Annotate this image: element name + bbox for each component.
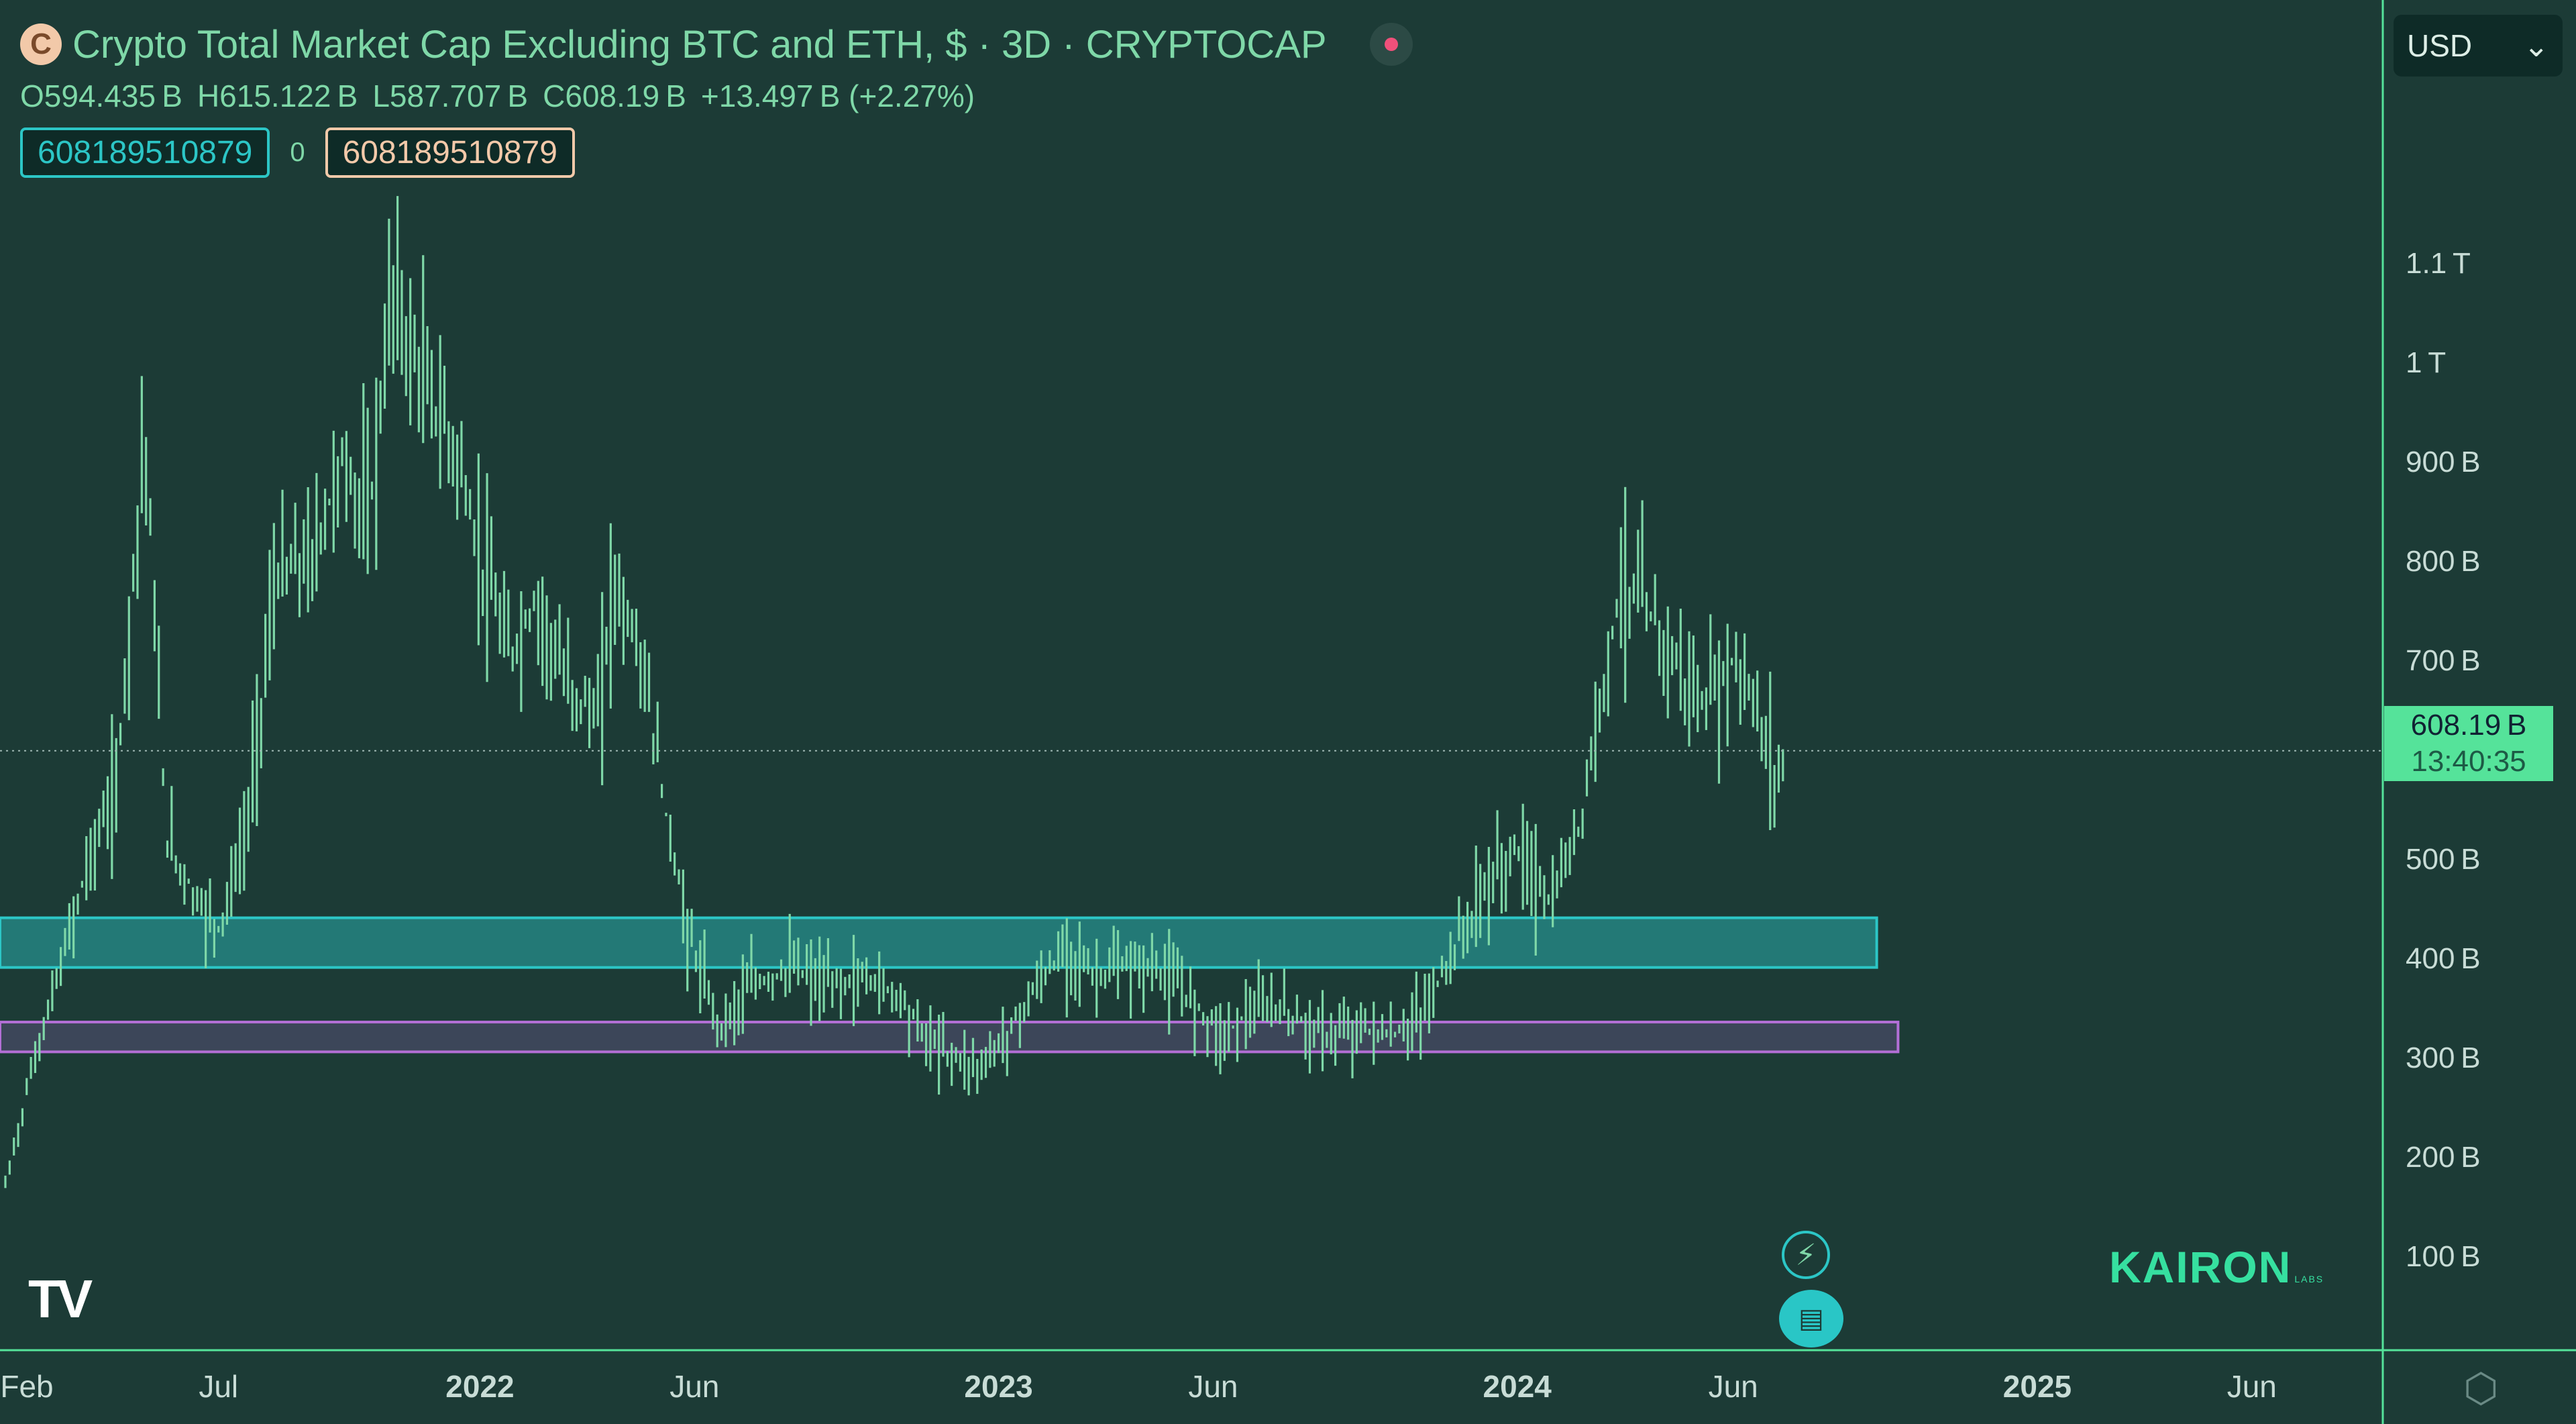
- y-tick-label: 1.1 T: [2406, 247, 2471, 280]
- symbol-title[interactable]: Crypto Total Market Cap Excluding BTC an…: [72, 22, 1327, 66]
- indicator-value-box-2[interactable]: 608189510879: [325, 128, 575, 178]
- last-price-value: 608.19 B: [2410, 709, 2527, 742]
- x-tick-label: 2022: [445, 1369, 514, 1404]
- ohlc-low: L587.707 B: [372, 79, 529, 113]
- zone-teal[interactable]: [0, 916, 1878, 969]
- currency-label: USD: [2407, 28, 2473, 63]
- cryptocap-logo-icon: C: [20, 23, 62, 65]
- y-tick-label: 100 B: [2406, 1240, 2481, 1273]
- last-price-tag: 608.19 B 13:40:35: [2384, 706, 2553, 781]
- chevron-down-icon: ⌄: [2523, 28, 2549, 63]
- ohlc-close: C608.19 B: [543, 79, 686, 113]
- x-tick-label: 2023: [964, 1369, 1032, 1404]
- bar-countdown: 13:40:35: [2411, 745, 2526, 778]
- x-tick-label: 2025: [2003, 1369, 2072, 1404]
- kairon-logo: KAIRON LABS: [2109, 1241, 2324, 1292]
- ohlc-change: +13.497 B (+2.27%): [700, 79, 975, 113]
- y-tick-label: 400 B: [2406, 942, 2481, 975]
- y-tick-label: 800 B: [2406, 545, 2481, 578]
- lightning-icon[interactable]: ⚡: [1782, 1231, 1830, 1279]
- currency-select[interactable]: USD ⌄: [2394, 15, 2563, 77]
- settings-icon[interactable]: ⬡: [2463, 1366, 2499, 1411]
- indicator-values: 608189510879 0 608189510879: [20, 128, 575, 178]
- indicator-value-zero: 0: [290, 138, 305, 167]
- live-status-icon: [1369, 23, 1413, 66]
- y-tick-label: 500 B: [2406, 843, 2481, 876]
- y-tick-label: 900 B: [2406, 446, 2481, 478]
- y-tick-label: 200 B: [2406, 1141, 2481, 1174]
- y-tick-label: 1 T: [2406, 346, 2446, 379]
- x-tick-label: Jun: [1188, 1369, 1238, 1404]
- ohlc-open: O594.435 B: [20, 79, 182, 113]
- brand-sub: LABS: [2294, 1274, 2324, 1284]
- y-tick-label: 700 B: [2406, 644, 2481, 677]
- x-tick-label: Jul: [199, 1369, 238, 1404]
- x-tick-label: Jun: [1709, 1369, 1758, 1404]
- x-tick-label: Jun: [669, 1369, 719, 1404]
- tradingview-logo[interactable]: TV: [28, 1269, 93, 1329]
- chart-header: C Crypto Total Market Cap Excluding BTC …: [20, 17, 1413, 71]
- x-tick-label: Jun: [2227, 1369, 2277, 1404]
- indicator-value-box[interactable]: 608189510879: [20, 128, 270, 178]
- ohlc-high: H615.122 B: [197, 79, 358, 113]
- x-tick-label: Feb: [0, 1369, 53, 1404]
- flag-icon[interactable]: ▤: [1779, 1290, 1843, 1347]
- ohlc-legend: O594.435 B H615.122 B L587.707 B C608.19…: [20, 78, 975, 115]
- brand-name: KAIRON: [2109, 1242, 2292, 1292]
- y-tick-label: 300 B: [2406, 1041, 2481, 1074]
- x-tick-label: 2024: [1483, 1369, 1552, 1404]
- zone-purple[interactable]: [0, 1021, 1900, 1054]
